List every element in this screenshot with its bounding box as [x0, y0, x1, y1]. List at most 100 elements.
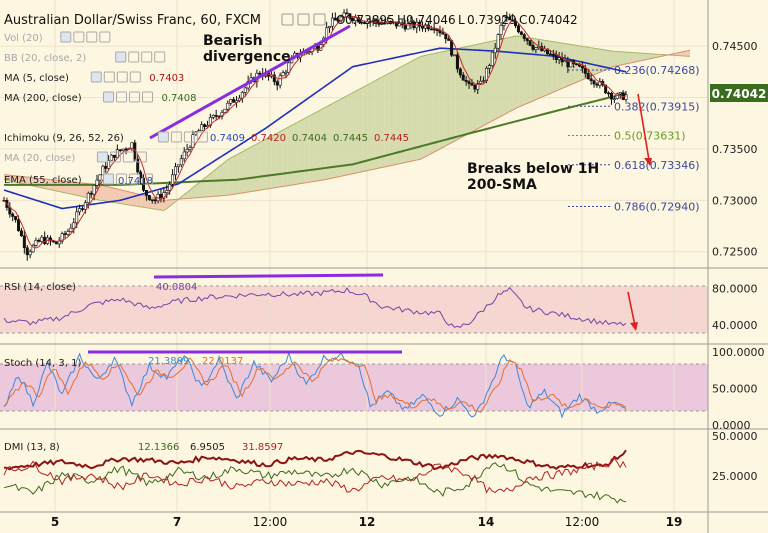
cloud-segment: [138, 194, 142, 207]
dmi-minus-line: [3, 457, 627, 494]
cloud-segment: [502, 38, 506, 116]
rsi-divergence-line: [153, 273, 384, 279]
cloud-segment: [527, 37, 531, 104]
cloud-segment: [4, 174, 7, 181]
cloud-segment: [381, 75, 385, 168]
ichimoku-value: 0.7420: [251, 133, 286, 144]
cloud-segment: [637, 52, 641, 62]
legend-icon: [196, 131, 208, 143]
candle-body: [328, 25, 332, 29]
time-tick: 7: [173, 515, 181, 529]
time-tick: 5: [51, 515, 59, 529]
cloud-segment: [516, 35, 520, 109]
legend-icon: [99, 31, 111, 43]
candle-body: [461, 74, 465, 81]
cloud-segment: [329, 103, 332, 179]
ichimoku-values: 0.7409 0.7420 0.7404 0.7445 0.7445: [210, 133, 409, 144]
cloud-segment: [634, 52, 638, 63]
cloud-segment: [9, 175, 13, 182]
cloud-segment: [205, 175, 208, 198]
cloud-segment: [17, 176, 21, 184]
candle-body: [432, 28, 436, 31]
cloud-segment: [420, 55, 423, 160]
sub-tick: 100.0000: [712, 346, 765, 359]
candle-body: [534, 47, 538, 50]
candle-body: [173, 166, 177, 176]
cloud-segment: [436, 52, 440, 151]
price-tick: 0.73500: [712, 143, 758, 156]
candle-body: [528, 40, 532, 46]
legend-icon: [109, 151, 121, 163]
legend-icon: [122, 151, 134, 163]
candle-body: [188, 147, 192, 150]
cloud-segment: [254, 143, 258, 191]
ma200-line: [4, 92, 627, 186]
cloud-segment: [133, 192, 137, 207]
legend-icon: [129, 173, 140, 185]
cloud-segment: [23, 176, 27, 185]
cloud-segment: [444, 50, 448, 147]
header-icons[interactable]: [281, 13, 326, 26]
rsi-red-arrow: [627, 291, 636, 327]
eye-icon[interactable]: [281, 13, 294, 26]
candle-body: [69, 227, 73, 232]
sub-tick: 25.0000: [712, 470, 758, 483]
cloud-segment: [61, 180, 65, 193]
candle-body: [470, 83, 474, 86]
current-price: 0.74042: [712, 87, 767, 101]
cloud-segment: [122, 190, 126, 205]
candle-body: [284, 71, 288, 74]
indicator-legend: Vol (20) BB (20, close, 2) MA (5, close) 0.…: [4, 31, 208, 186]
red-arrow: [637, 93, 650, 161]
candle-body: [612, 98, 616, 100]
price-axis-area[interactable]: [708, 0, 768, 533]
ichimoku-value: 0.7409: [210, 133, 245, 144]
candle-body: [493, 47, 497, 53]
cloud-segment: [59, 180, 62, 193]
cloud-segment: [596, 48, 600, 74]
cloud-segment: [386, 72, 390, 167]
rsi-red-arrowhead: [630, 322, 638, 331]
candle-body: [63, 233, 67, 235]
cloud-segment: [227, 158, 230, 196]
cloud-segment: [141, 194, 145, 208]
settings-icon[interactable]: [297, 13, 310, 26]
cloud-segment: [290, 124, 294, 186]
candle-body: [453, 54, 457, 57]
stoch-k-line: [3, 351, 627, 419]
dmi-value: 12.1366: [138, 442, 179, 453]
candle-body: [115, 149, 119, 158]
candle-body: [25, 247, 29, 256]
candle-body: [153, 199, 157, 202]
candle-body: [589, 78, 593, 81]
candle-body: [171, 174, 175, 185]
cloud-segment: [450, 49, 454, 144]
candle-body: [618, 92, 622, 95]
cloud-segment: [521, 36, 525, 106]
cloud-segment: [621, 51, 624, 65]
cloud-segment: [111, 187, 115, 203]
candle-body: [124, 148, 128, 151]
candle-body: [450, 40, 454, 56]
cloud-segment: [183, 193, 186, 199]
dmi-adx-line: [3, 449, 627, 471]
sub-tick: 40.0000: [712, 319, 758, 332]
remove-icon[interactable]: [313, 13, 326, 26]
candle-body: [551, 53, 555, 56]
cloud-segment: [367, 83, 371, 171]
candle-body: [580, 65, 584, 69]
candle-body: [476, 83, 480, 90]
candle-body: [165, 190, 169, 193]
cloud-segment: [384, 74, 387, 168]
sub-tick: 50.0000: [712, 430, 758, 443]
cloud-segment: [309, 114, 313, 183]
candle-body: [144, 190, 148, 196]
cloud-segment: [687, 50, 690, 57]
candle-body: [11, 213, 15, 217]
dmi-value: 31.8597: [242, 442, 283, 453]
cloud-segment: [425, 54, 429, 157]
cloud-segment: [417, 56, 421, 160]
candle-body: [107, 160, 111, 169]
